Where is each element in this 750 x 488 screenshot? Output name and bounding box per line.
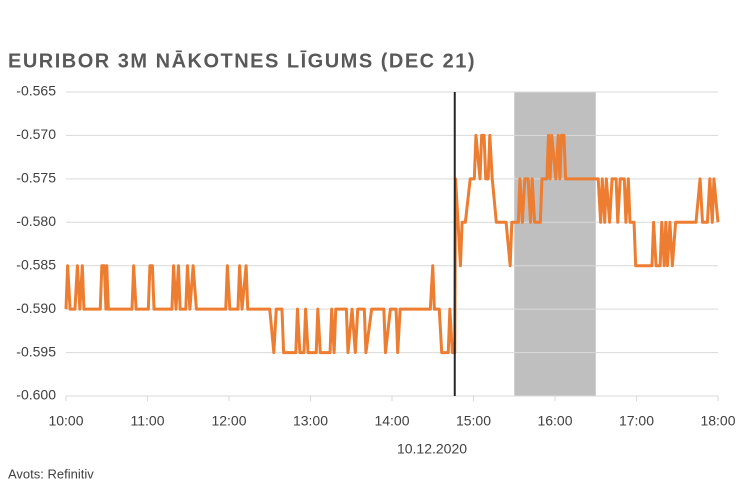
x-tick-label: 12:00 [211,413,246,429]
x-axis-label: 10.12.2020 [397,441,467,457]
y-tick-label: -0.580 [16,213,56,229]
x-tick-label: 10:00 [48,413,83,429]
source: Avots: Refinitiv [8,466,94,481]
x-tick-label: 11:00 [131,413,165,429]
y-tick-label: -0.590 [16,300,56,316]
y-tick-label: -0.585 [16,256,56,272]
x-tick-label: 14:00 [374,413,409,429]
x-tick-label: 18:00 [700,413,735,429]
y-tick-label: -0.595 [16,343,56,359]
x-tick-label: 17:00 [619,413,654,429]
y-tick-label: -0.565 [16,83,56,99]
x-tick-label: 16:00 [537,413,572,429]
chart-title: EURIBOR 3M NĀKOTNES LĪGUMS (DEC 21) [8,50,476,72]
shaded-region [514,92,596,396]
y-tick-label: -0.600 [16,387,56,403]
y-tick-label: -0.570 [16,126,56,142]
y-tick-label: -0.575 [16,170,56,186]
price-line [64,133,720,355]
x-tick-label: 13:00 [293,413,328,429]
x-tick-label: 15:00 [456,413,491,429]
